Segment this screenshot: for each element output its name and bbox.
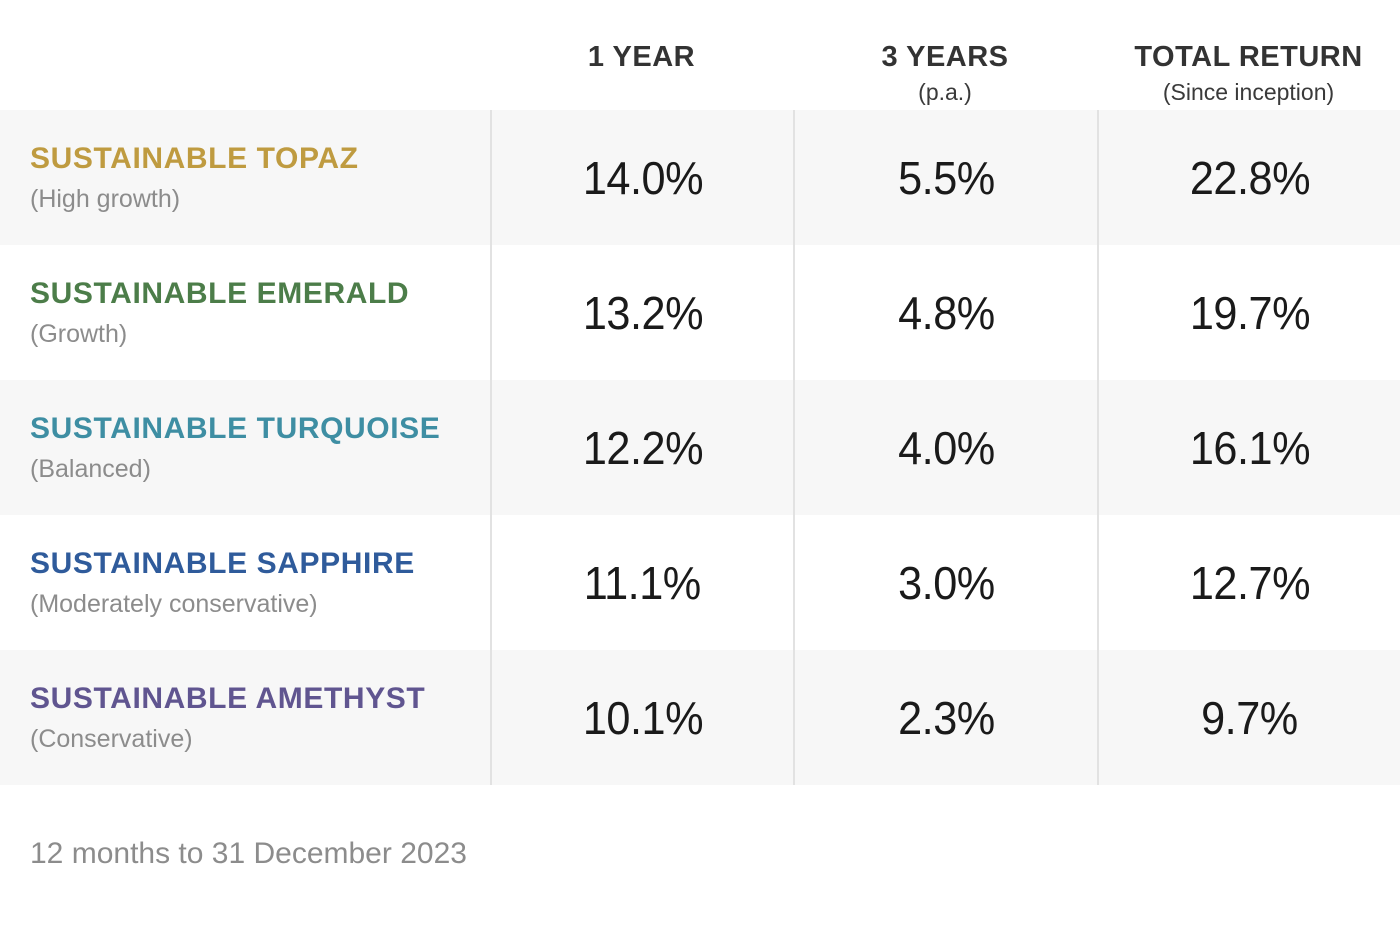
return-cell-total: 9.7% xyxy=(1097,650,1400,785)
return-cell-total: 19.7% xyxy=(1097,245,1400,380)
column-label: 1 YEAR xyxy=(587,41,696,73)
return-cell-3-years: 2.3% xyxy=(793,650,1097,785)
fund-profile: (High growth) xyxy=(30,184,181,213)
table-row-topaz: SUSTAINABLE TOPAZ (High growth) 14.0% 5.… xyxy=(0,110,1400,245)
return-cell-1-year: 13.2% xyxy=(490,245,793,380)
fund-name: SUSTAINABLE EMERALD xyxy=(30,277,410,310)
fund-name-cell: SUSTAINABLE TURQUOISE (Balanced) xyxy=(0,380,490,515)
return-value-1-year: 11.1% xyxy=(583,556,702,609)
table-header-row: 1 YEAR 3 YEARS (p.a.) TOTAL RETURN (Sinc… xyxy=(0,0,1400,110)
fund-name: SUSTAINABLE SAPPHIRE xyxy=(30,547,415,580)
fund-profile: (Conservative) xyxy=(30,724,193,753)
column-header-1-year: 1 YEAR xyxy=(490,0,793,110)
fund-name: SUSTAINABLE TOPAZ xyxy=(30,142,359,175)
fund-name-cell: SUSTAINABLE SAPPHIRE (Moderately conserv… xyxy=(0,515,490,650)
column-sublabel: (Since inception) xyxy=(1162,78,1335,105)
return-value-1-year: 12.2% xyxy=(582,421,703,474)
return-cell-1-year: 12.2% xyxy=(490,380,793,515)
table-row-sapphire: SUSTAINABLE SAPPHIRE (Moderately conserv… xyxy=(0,515,1400,650)
return-value-1-year: 13.2% xyxy=(582,286,703,339)
column-label: TOTAL RETURN xyxy=(1134,41,1363,73)
return-cell-3-years: 4.0% xyxy=(793,380,1097,515)
fund-name: SUSTAINABLE TURQUOISE xyxy=(30,412,441,445)
return-value-total: 22.8% xyxy=(1189,151,1310,204)
return-value-3-years: 3.0% xyxy=(897,556,995,609)
return-cell-3-years: 3.0% xyxy=(793,515,1097,650)
return-cell-3-years: 4.8% xyxy=(793,245,1097,380)
return-cell-1-year: 11.1% xyxy=(490,515,793,650)
return-value-total: 16.1% xyxy=(1189,421,1310,474)
fund-name: SUSTAINABLE AMETHYST xyxy=(30,682,426,715)
return-value-3-years: 4.8% xyxy=(897,286,995,339)
column-sublabel: (p.a.) xyxy=(918,78,972,105)
fund-name-cell: SUSTAINABLE EMERALD (Growth) xyxy=(0,245,490,380)
footnote: 12 months to 31 December 2023 xyxy=(30,837,467,870)
return-value-3-years: 4.0% xyxy=(897,421,995,474)
return-cell-total: 22.8% xyxy=(1097,110,1400,245)
fund-name-cell: SUSTAINABLE AMETHYST (Conservative) xyxy=(0,650,490,785)
return-value-total: 12.7% xyxy=(1189,556,1310,609)
return-value-3-years: 2.3% xyxy=(897,691,995,744)
return-value-total: 9.7% xyxy=(1201,691,1298,744)
return-cell-total: 16.1% xyxy=(1097,380,1400,515)
return-value-3-years: 5.5% xyxy=(897,151,995,204)
return-cell-3-years: 5.5% xyxy=(793,110,1097,245)
fund-profile: (Growth) xyxy=(30,319,128,348)
return-cell-1-year: 10.1% xyxy=(490,650,793,785)
fund-performance-table: 1 YEAR 3 YEARS (p.a.) TOTAL RETURN (Sinc… xyxy=(0,0,1400,870)
return-cell-1-year: 14.0% xyxy=(490,110,793,245)
column-label: 3 YEARS xyxy=(881,41,1009,73)
return-value-1-year: 14.0% xyxy=(582,151,703,204)
return-cell-total: 12.7% xyxy=(1097,515,1400,650)
return-value-total: 19.7% xyxy=(1189,286,1310,339)
table-row-emerald: SUSTAINABLE EMERALD (Growth) 13.2% 4.8% … xyxy=(0,245,1400,380)
column-header-total-return: TOTAL RETURN (Since inception) xyxy=(1097,0,1400,110)
column-header-3-years: 3 YEARS (p.a.) xyxy=(793,0,1097,110)
table-row-turquoise: SUSTAINABLE TURQUOISE (Balanced) 12.2% 4… xyxy=(0,380,1400,515)
return-value-1-year: 10.1% xyxy=(582,691,703,744)
table-row-amethyst: SUSTAINABLE AMETHYST (Conservative) 10.1… xyxy=(0,650,1400,785)
fund-profile: (Moderately conservative) xyxy=(30,589,318,618)
fund-profile: (Balanced) xyxy=(30,454,151,483)
fund-name-cell: SUSTAINABLE TOPAZ (High growth) xyxy=(0,110,490,245)
header-spacer xyxy=(0,0,490,110)
